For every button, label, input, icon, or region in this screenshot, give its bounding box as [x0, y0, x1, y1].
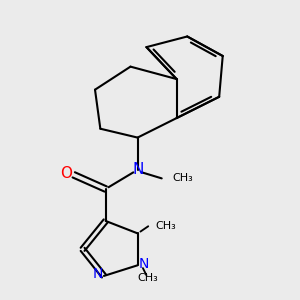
Text: N: N [139, 256, 149, 271]
Text: CH₃: CH₃ [172, 173, 193, 183]
Text: CH₃: CH₃ [137, 273, 158, 283]
Text: CH₃: CH₃ [155, 220, 176, 231]
Text: N: N [133, 162, 144, 177]
Text: N: N [92, 267, 103, 281]
Text: O: O [60, 166, 72, 181]
